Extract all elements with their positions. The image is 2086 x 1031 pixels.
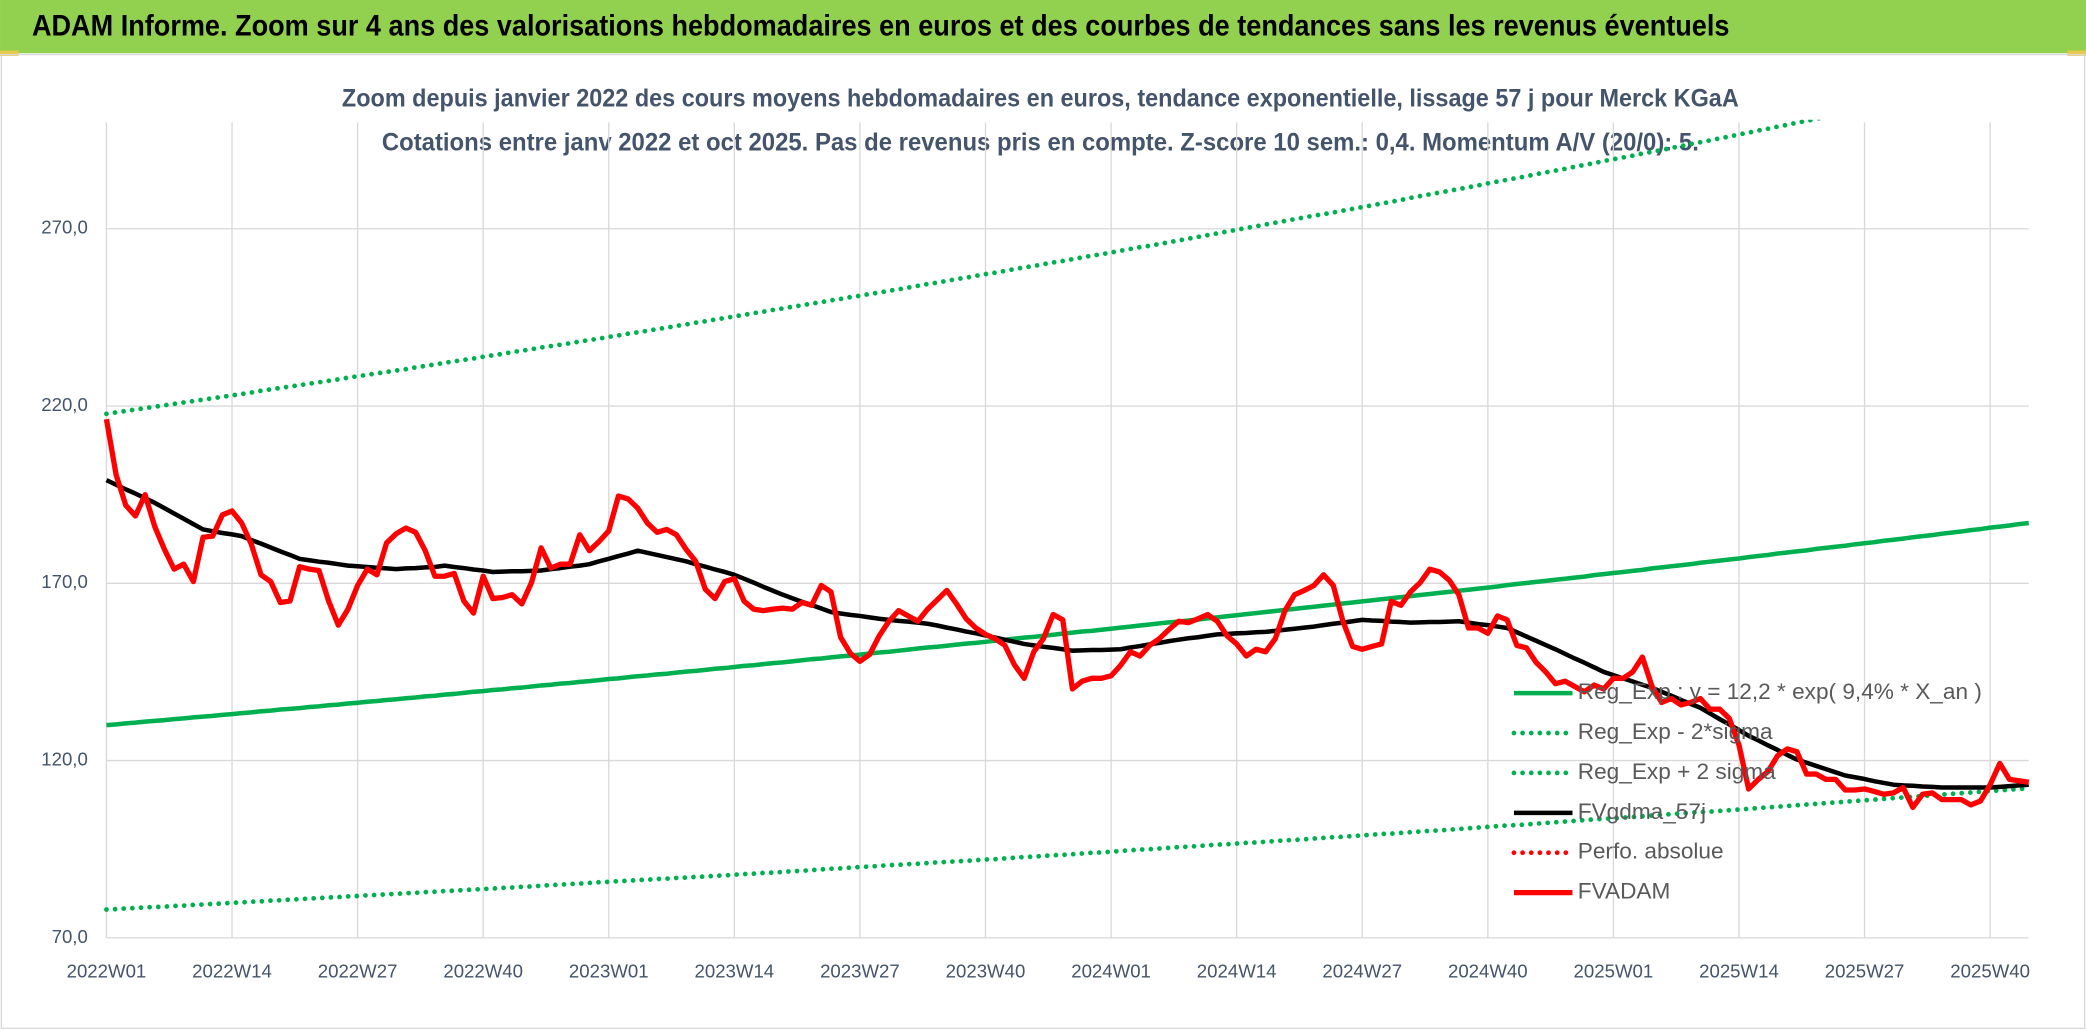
series-line	[104, 785, 2032, 912]
x-tick-label: 2024W14	[1197, 960, 1277, 981]
legend-label: Reg_Exp : y = 12,2 * exp( 9,4% * X_an )	[1578, 679, 1982, 704]
x-tick-label: 2022W27	[318, 960, 398, 981]
y-tick-label: 170,0	[41, 571, 88, 592]
grid: 70,0 120,0 170,0 220,0 270,0 2022W01 2022W14 20…	[41, 122, 2030, 981]
x-tick-label: 2025W01	[1574, 960, 1654, 981]
x-tick-label: 2024W27	[1322, 960, 1402, 981]
header-bar	[0, 0, 2086, 54]
x-tick-label: 2025W14	[1699, 960, 1779, 981]
y-tick-label: 220,0	[41, 394, 88, 415]
x-tick-label: 2025W40	[1950, 960, 2030, 981]
chart-title: Zoom depuis janvier 2022 des cours moyen…	[342, 84, 1739, 112]
legend-label: Reg_Exp + 2 sigma	[1578, 759, 1776, 784]
corner	[0, 50, 19, 56]
x-tick-label: 2025W27	[1825, 960, 1905, 981]
x-tick-label: 2023W01	[569, 960, 649, 981]
chart-border	[0, 53, 2086, 1030]
series-line	[106, 520, 2030, 728]
plot	[103, 119, 2032, 912]
legend-label: Reg_Exp - 2*sigma	[1578, 719, 1773, 744]
x-tick-label: 2023W27	[820, 960, 900, 981]
legend: Reg_Exp : y = 12,2 * exp( 9,4% * X_an ) R…	[1511, 679, 1982, 904]
legend-label: Perfo. absolue	[1578, 839, 1724, 864]
series-line	[103, 418, 2030, 811]
x-tick-label: 2022W14	[192, 960, 272, 981]
x-tick-label: 2022W40	[443, 960, 523, 981]
x-tick-label: 2024W01	[1071, 960, 1151, 981]
chart-subtitle: Cotations entre janv 2022 et oct 2025. P…	[382, 128, 1699, 156]
x-tick-label: 2023W40	[946, 960, 1026, 981]
x-tick-label: 2024W40	[1448, 960, 1528, 981]
x-tick-label: 2023W14	[695, 960, 775, 981]
y-tick-label: 70,0	[52, 926, 88, 947]
x-tick-label: 2022W01	[67, 960, 147, 981]
y-tick-label: 270,0	[41, 217, 88, 238]
legend-label: FVgdma_57j	[1578, 799, 1706, 824]
header-title: ADAM Informe. Zoom sur 4 ans des valoris…	[32, 11, 1729, 43]
series-line	[104, 119, 1825, 417]
y-tick-label: 120,0	[41, 749, 88, 770]
corner	[2067, 50, 2086, 56]
legend-label: FVADAM	[1578, 879, 1671, 904]
